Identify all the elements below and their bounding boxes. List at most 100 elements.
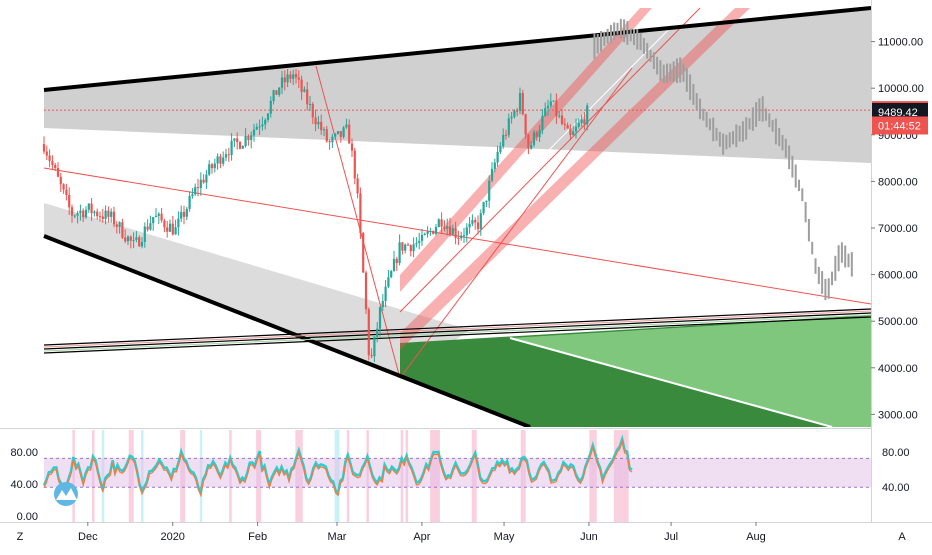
candle-body: [292, 74, 295, 79]
projection-bar: [840, 242, 843, 263]
candle-body: [289, 74, 292, 79]
candle-body: [404, 244, 407, 251]
candle-body: [334, 133, 337, 137]
candle-body: [362, 232, 365, 273]
candle-body: [356, 178, 359, 194]
candle-body: [555, 100, 558, 117]
projection-bar: [801, 188, 804, 202]
candle-body: [387, 277, 390, 287]
price-tick-label: 5000.00: [878, 316, 918, 328]
candle-body: [84, 209, 88, 218]
candle-body: [280, 77, 284, 88]
projection-bar: [593, 33, 596, 59]
candle-body: [530, 144, 533, 149]
candle-body: [468, 223, 471, 228]
candle-body: [440, 219, 443, 227]
candle-body: [437, 219, 440, 228]
projection-bar: [652, 52, 655, 70]
projection-bar: [633, 29, 636, 46]
candle-body: [168, 223, 172, 232]
price-tag-box: [872, 116, 928, 135]
projection-bar: [695, 93, 698, 111]
candle-body: [544, 108, 547, 116]
candle-body: [457, 237, 460, 239]
candle-body: [227, 154, 230, 156]
candle-body: [157, 213, 160, 216]
candle-body: [317, 121, 320, 125]
candle-body: [490, 168, 494, 181]
projection-bar: [741, 121, 744, 142]
candle-body: [398, 242, 401, 264]
projection-bar: [725, 134, 728, 150]
projection-bar: [814, 258, 817, 274]
candle-body: [415, 242, 418, 245]
candle-body: [191, 194, 194, 196]
projection-bar: [798, 179, 801, 192]
candle-body: [238, 142, 242, 149]
candle-body: [222, 157, 225, 164]
candle-body: [454, 228, 457, 238]
oscillator-band: [44, 458, 871, 488]
candle-body: [306, 89, 309, 105]
candle-body: [213, 163, 216, 169]
support-band: [43, 308, 871, 354]
projection-bar: [758, 98, 761, 122]
candle-body: [177, 218, 180, 228]
candle-body: [146, 226, 149, 230]
channel-mid-line-2: [399, 7, 691, 301]
projection-bar: [804, 201, 807, 223]
time-tick-label: Mar: [328, 531, 347, 543]
gray-wedge-lower: [44, 203, 470, 378]
candle-body: [574, 126, 578, 132]
price-tick-label: 7000.00: [878, 223, 918, 235]
candle-body: [390, 271, 393, 278]
oscillator-right-axis[interactable]: 40.00 80.00: [882, 447, 910, 494]
candle-body: [418, 240, 421, 243]
candle-body: [216, 156, 219, 164]
price-axis[interactable]: 3000.00 4000.00 5000.00 6000.00 7000.00 8000.…: [871, 37, 924, 422]
time-tick-label: May: [494, 531, 515, 543]
candle-body: [465, 227, 468, 236]
candle-body: [82, 210, 85, 218]
candle-body: [261, 124, 264, 127]
channel-upper-band: [400, 8, 652, 292]
candle-body: [241, 145, 244, 149]
candle-body: [68, 194, 71, 208]
candle-body: [124, 237, 127, 242]
tradingview-logo[interactable]: [54, 482, 78, 506]
projection-bar: [659, 60, 662, 81]
projection-bar: [712, 117, 715, 142]
candle-body: [126, 236, 130, 242]
candle-body: [188, 195, 191, 209]
projection-bar: [689, 74, 692, 101]
projection-bar: [666, 63, 669, 83]
candle-body: [493, 162, 496, 169]
candle-body: [98, 216, 102, 218]
candle-body: [432, 230, 435, 234]
candle-body: [286, 74, 289, 83]
candle-body: [401, 242, 404, 251]
red-drop-line-1: [315, 65, 401, 379]
candle-body: [524, 114, 527, 135]
candle-body: [549, 101, 552, 106]
time-axis[interactable]: Dec 2020 Feb Mar Apr May Jun Jul Aug: [78, 522, 766, 543]
candle-body: [143, 226, 146, 243]
projection-bar: [609, 24, 612, 43]
projection-bar: [768, 113, 771, 128]
candle-body: [572, 131, 575, 136]
candle-body: [325, 129, 328, 142]
auto-scale-button[interactable]: A: [898, 531, 906, 543]
candle-body: [580, 119, 583, 123]
zoom-z-button[interactable]: Z: [17, 531, 24, 543]
candle-body: [101, 216, 104, 220]
projection-bar: [675, 58, 678, 84]
projection-bar: [791, 155, 794, 178]
candle-body: [308, 104, 312, 106]
candle-body: [70, 207, 74, 216]
candle-body: [233, 138, 236, 141]
candle-body: [384, 286, 387, 301]
candle-body: [269, 100, 272, 114]
projection-bar: [824, 278, 827, 301]
